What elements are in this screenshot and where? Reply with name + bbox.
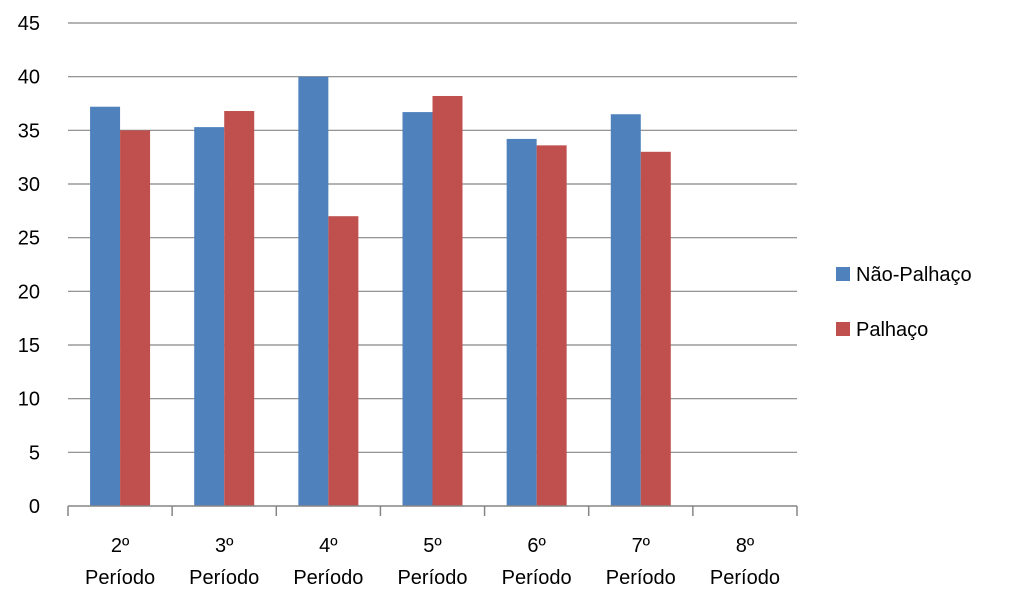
legend: Não-Palhaço Palhaço bbox=[836, 264, 972, 341]
bars bbox=[90, 76, 671, 507]
x-tick-label: 3º Período bbox=[189, 535, 259, 589]
x-tick-label-line: Período bbox=[85, 567, 155, 589]
x-axis bbox=[67, 505, 798, 516]
y-tick-label: 0 bbox=[29, 496, 40, 518]
y-tick-label: 5 bbox=[29, 442, 40, 464]
bar-palhaco bbox=[328, 216, 359, 506]
x-tick-label: 4º Período bbox=[293, 535, 363, 589]
x-tick-label: 5º Período bbox=[397, 535, 467, 589]
x-tick-label-line: Período bbox=[189, 567, 259, 589]
y-tick-label: 40 bbox=[18, 67, 40, 89]
bar-nao-palhaco bbox=[402, 112, 433, 506]
x-tick-label-line: 7º bbox=[632, 535, 651, 557]
y-tick-label: 15 bbox=[18, 335, 40, 357]
bar-palhaco bbox=[640, 151, 671, 507]
legend-swatch bbox=[836, 267, 850, 281]
x-tick-label-line: 2º bbox=[111, 535, 130, 557]
legend-label: Palhaço bbox=[856, 319, 928, 341]
bar-palhaco bbox=[120, 130, 151, 507]
bar-nao-palhaco bbox=[506, 138, 537, 507]
x-tick-label: 6º Período bbox=[502, 535, 572, 589]
y-tick-label: 45 bbox=[18, 13, 40, 35]
x-tick-label-line: 5º bbox=[423, 535, 442, 557]
x-tick-label-line: 8º bbox=[736, 535, 755, 557]
x-tick-label: 8º Período bbox=[710, 535, 780, 589]
bar-nao-palhaco bbox=[610, 114, 641, 506]
y-tick-label: 10 bbox=[18, 389, 40, 411]
x-tick-label-line: 6º bbox=[527, 535, 546, 557]
x-tick-label-line: Período bbox=[293, 567, 363, 589]
y-tick-label: 20 bbox=[18, 281, 40, 303]
bar-palhaco bbox=[224, 111, 255, 506]
x-axis-tick-labels: 2º Período 3º Período 4º Período 5º Período 6º Pe… bbox=[85, 535, 780, 589]
x-tick-label-line: Período bbox=[710, 567, 780, 589]
x-tick-label-line: Período bbox=[397, 567, 467, 589]
y-tick-label: 25 bbox=[18, 228, 40, 250]
bar-nao-palhaco bbox=[298, 76, 329, 507]
y-axis-tick-labels: 0 5 10 15 20 25 30 35 40 45 bbox=[18, 13, 40, 518]
y-tick-label: 30 bbox=[18, 174, 40, 196]
bar-nao-palhaco bbox=[90, 106, 121, 506]
x-tick-label-line: 4º bbox=[319, 535, 338, 557]
legend-swatch bbox=[836, 322, 850, 336]
x-tick-label: 7º Período bbox=[606, 535, 676, 589]
bar-nao-palhaco bbox=[194, 127, 225, 506]
x-tick-label-line: Período bbox=[606, 567, 676, 589]
legend-label: Não-Palhaço bbox=[856, 264, 972, 286]
bar-palhaco bbox=[536, 145, 567, 507]
x-tick-label-line: 3º bbox=[215, 535, 234, 557]
bar-palhaco bbox=[432, 95, 463, 506]
x-tick-label-line: Período bbox=[502, 567, 572, 589]
x-tick-label: 2º Período bbox=[85, 535, 155, 589]
y-tick-label: 35 bbox=[18, 120, 40, 142]
